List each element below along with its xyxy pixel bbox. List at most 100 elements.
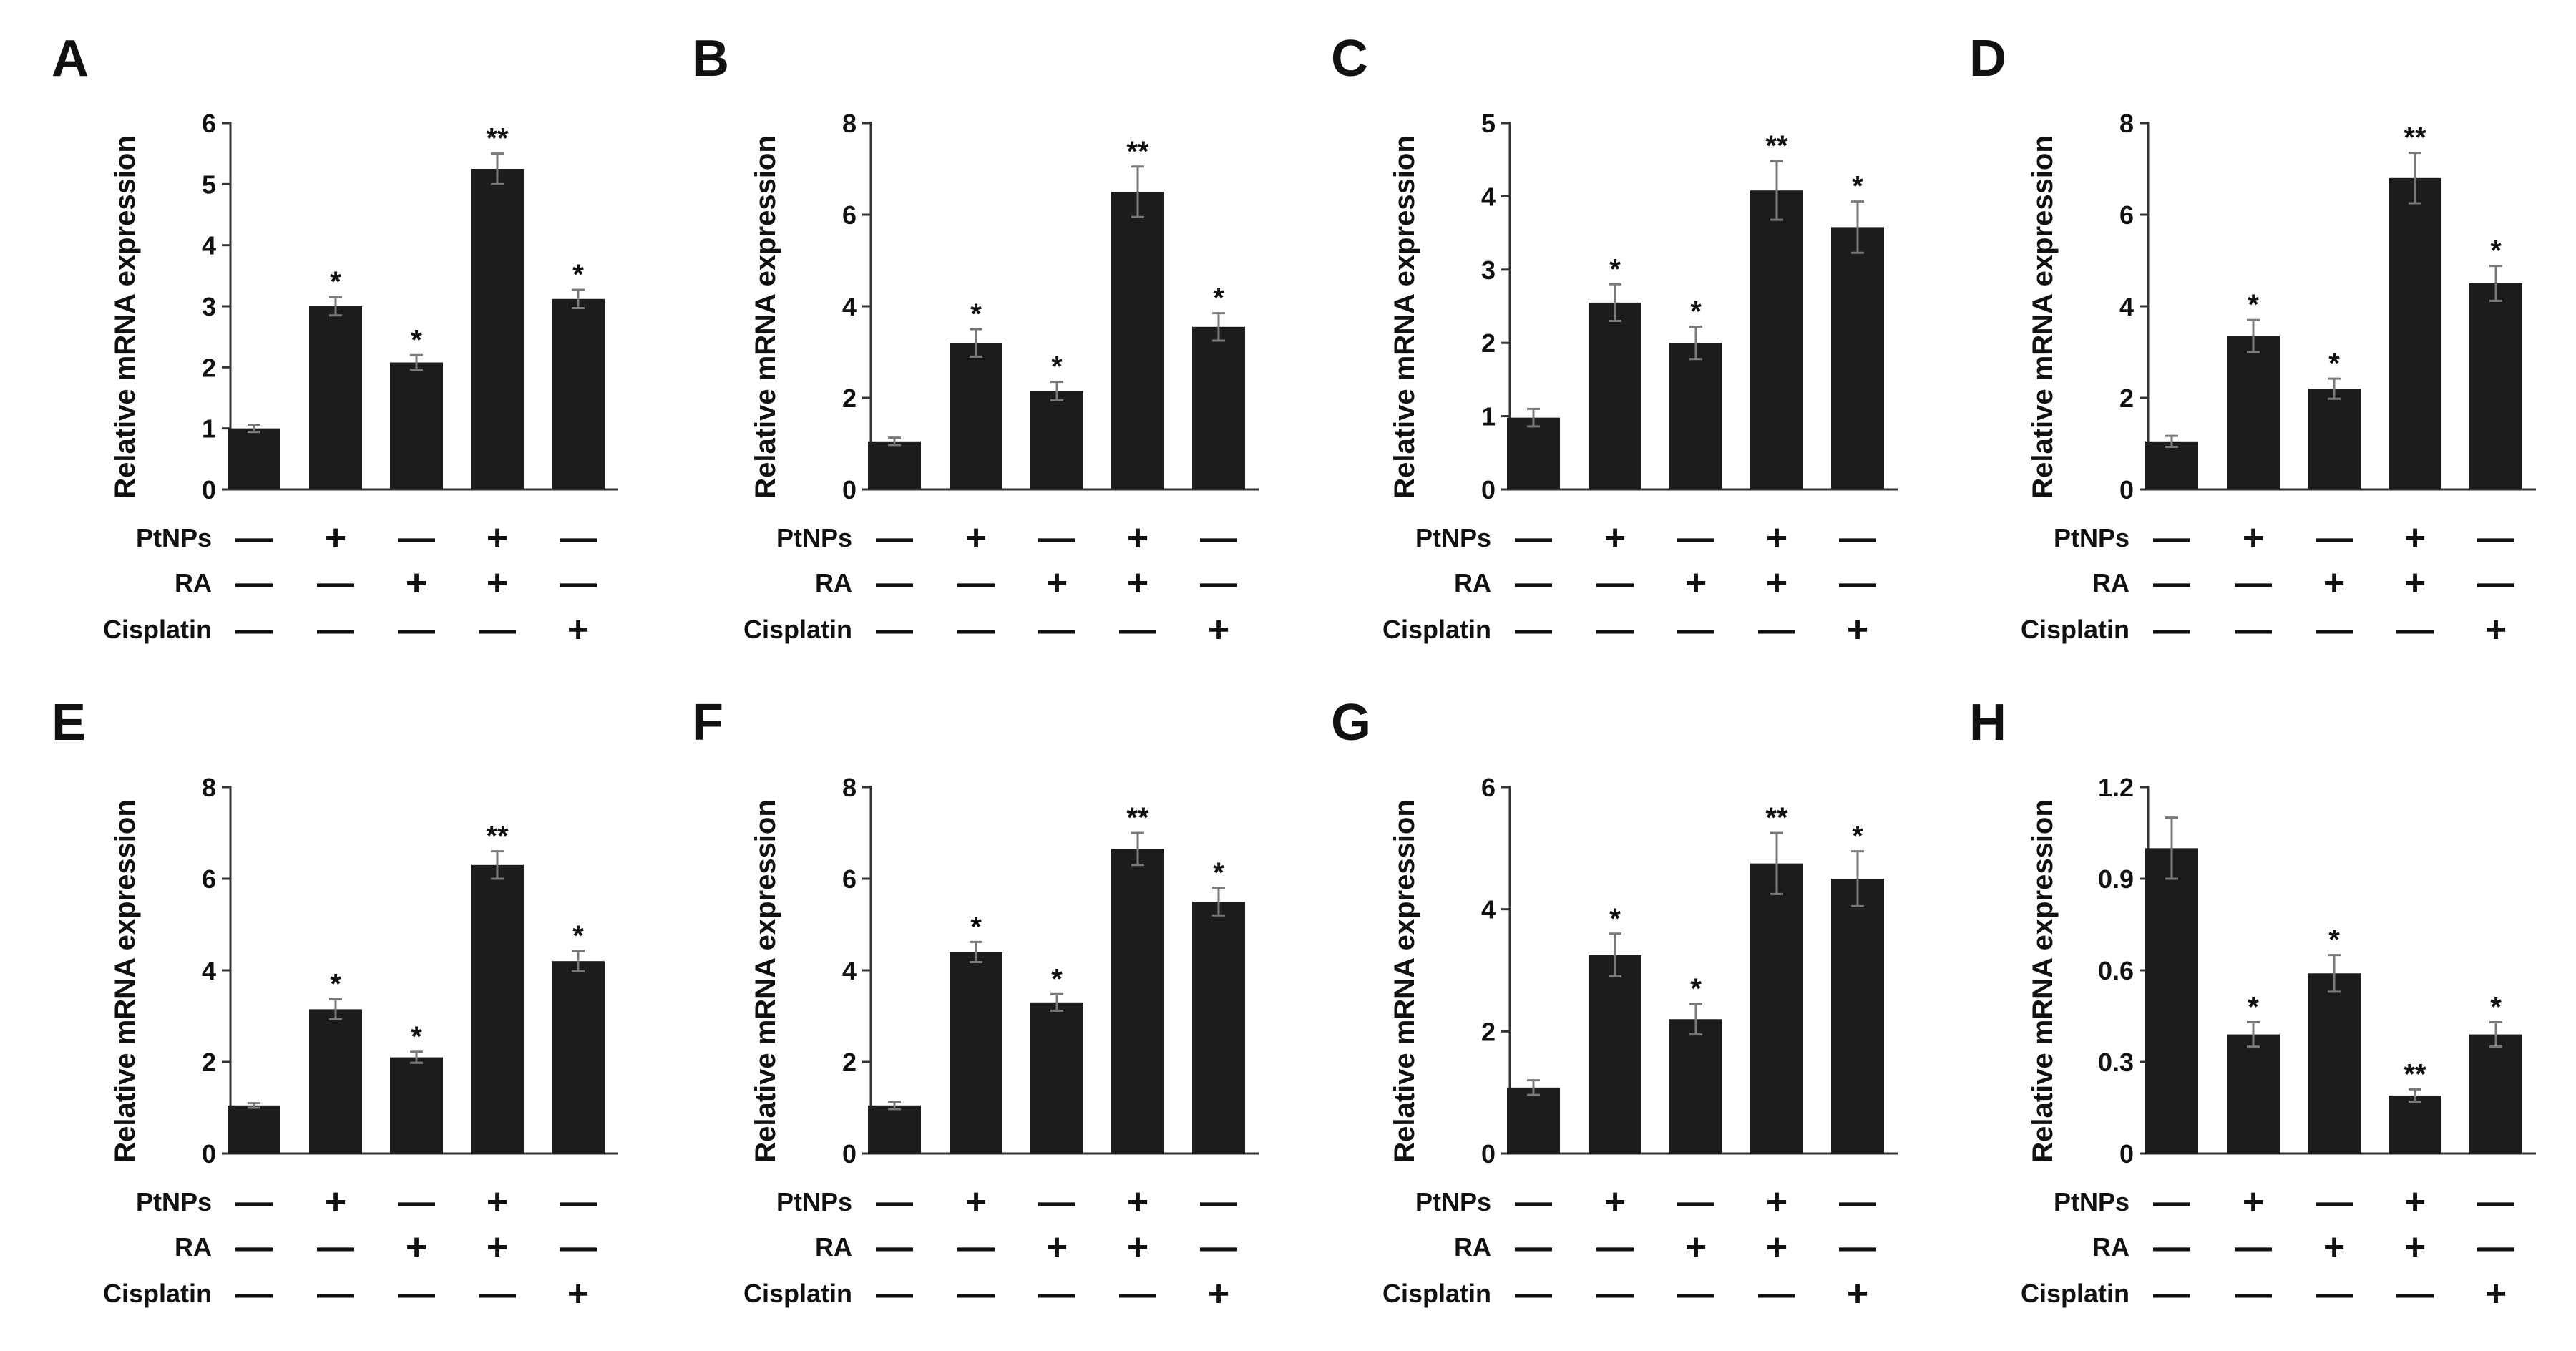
treatment-label: RA — [1454, 568, 1491, 598]
significance-label: * — [2248, 992, 2259, 1023]
y-tick-label: 6 — [842, 200, 857, 230]
minus-symbol: — — [2477, 517, 2514, 559]
minus-symbol: — — [1515, 609, 1552, 650]
treatment-label: Cisplatin — [743, 615, 852, 644]
minus-symbol: — — [560, 517, 597, 559]
minus-symbol: — — [1677, 609, 1714, 650]
y-tick-label: 2 — [1481, 328, 1496, 358]
significance-label: ** — [2404, 122, 2426, 154]
treatment-label: PtNPs — [1415, 523, 1491, 552]
minus-symbol: — — [2153, 517, 2190, 559]
y-tick-label: 1 — [1481, 402, 1496, 431]
bar — [1111, 192, 1164, 489]
minus-symbol: — — [235, 562, 273, 604]
bar — [390, 362, 443, 489]
bar — [2308, 973, 2361, 1154]
minus-symbol: — — [1758, 1273, 1795, 1315]
plus-symbol: + — [406, 1226, 427, 1268]
y-axis-label: Relative mRNA expression — [1389, 135, 1420, 499]
bar — [309, 306, 362, 489]
y-axis-label: Relative mRNA expression — [109, 135, 141, 499]
y-tick-label: 0.3 — [2098, 1048, 2134, 1077]
y-tick-label: 0 — [2119, 1139, 2134, 1169]
bar — [868, 441, 921, 489]
bar — [2308, 389, 2361, 489]
significance-label: * — [572, 920, 584, 952]
minus-symbol: — — [957, 609, 995, 650]
treatment-label: Cisplatin — [103, 615, 212, 644]
y-tick-label: 6 — [202, 864, 216, 894]
minus-symbol: — — [1839, 1226, 1876, 1268]
treatment-label: PtNPs — [136, 523, 212, 552]
minus-symbol: — — [1515, 562, 1552, 604]
significance-label: * — [411, 324, 422, 356]
minus-symbol: — — [1596, 562, 1634, 604]
significance-label: ** — [1765, 802, 1788, 834]
minus-symbol: — — [479, 1273, 516, 1315]
plus-symbol: + — [1046, 562, 1068, 604]
bar — [868, 1105, 921, 1154]
treatment-label: PtNPs — [776, 523, 852, 552]
minus-symbol: — — [317, 609, 354, 650]
y-tick-label: 4 — [842, 956, 857, 985]
bar — [2145, 441, 2198, 489]
significance-label: ** — [1126, 136, 1149, 167]
plus-symbol: + — [1766, 517, 1787, 559]
significance-label: * — [2490, 235, 2502, 267]
minus-symbol: — — [1119, 1273, 1156, 1315]
plus-symbol: + — [1685, 562, 1707, 604]
y-axis-label: Relative mRNA expression — [109, 799, 141, 1163]
plus-symbol: + — [1604, 1181, 1626, 1223]
plus-symbol: + — [1766, 1181, 1787, 1223]
treatment-label: PtNPs — [136, 1187, 212, 1216]
minus-symbol: — — [2316, 517, 2353, 559]
bar — [390, 1057, 443, 1154]
minus-symbol: — — [1515, 1181, 1552, 1223]
minus-symbol: — — [235, 1226, 273, 1268]
minus-symbol: — — [1839, 517, 1876, 559]
minus-symbol: — — [2235, 562, 2272, 604]
significance-label: * — [1213, 857, 1224, 889]
significance-label: * — [1690, 296, 1702, 328]
plus-symbol: + — [2323, 1226, 2345, 1268]
bar — [2389, 1095, 2441, 1154]
minus-symbol: — — [2153, 1273, 2190, 1315]
minus-symbol: — — [2316, 1273, 2353, 1315]
plus-symbol: + — [325, 517, 346, 559]
y-tick-label: 6 — [842, 864, 857, 894]
plus-symbol: + — [2485, 1273, 2507, 1315]
plus-symbol: + — [1127, 1181, 1148, 1223]
minus-symbol: — — [398, 1181, 435, 1223]
plus-symbol: + — [1766, 562, 1787, 604]
significance-label: * — [2328, 348, 2340, 379]
treatment-label: Cisplatin — [1382, 615, 1491, 644]
minus-symbol: — — [2235, 609, 2272, 650]
significance-label: * — [970, 911, 982, 942]
plus-symbol: + — [2485, 609, 2507, 650]
minus-symbol: — — [1200, 1181, 1237, 1223]
minus-symbol: — — [2396, 1273, 2434, 1315]
y-tick-label: 1 — [202, 414, 216, 444]
y-axis-label: Relative mRNA expression — [2027, 799, 2059, 1163]
significance-label: * — [1051, 351, 1063, 383]
treatment-label: Cisplatin — [2021, 615, 2129, 644]
treatment-label: PtNPs — [2054, 523, 2129, 552]
plus-symbol: + — [325, 1181, 346, 1223]
minus-symbol: — — [1200, 1226, 1237, 1268]
bar — [2227, 336, 2280, 489]
plus-symbol: + — [1847, 1273, 1868, 1315]
panel-letter: E — [52, 694, 86, 751]
plus-symbol: + — [1208, 1273, 1229, 1315]
panel-letter: A — [52, 30, 89, 87]
bar — [1750, 863, 1803, 1154]
plus-symbol: + — [1127, 1226, 1148, 1268]
plus-symbol: + — [2243, 1181, 2264, 1223]
minus-symbol: — — [1038, 1181, 1075, 1223]
y-tick-label: 1.2 — [2098, 773, 2134, 802]
